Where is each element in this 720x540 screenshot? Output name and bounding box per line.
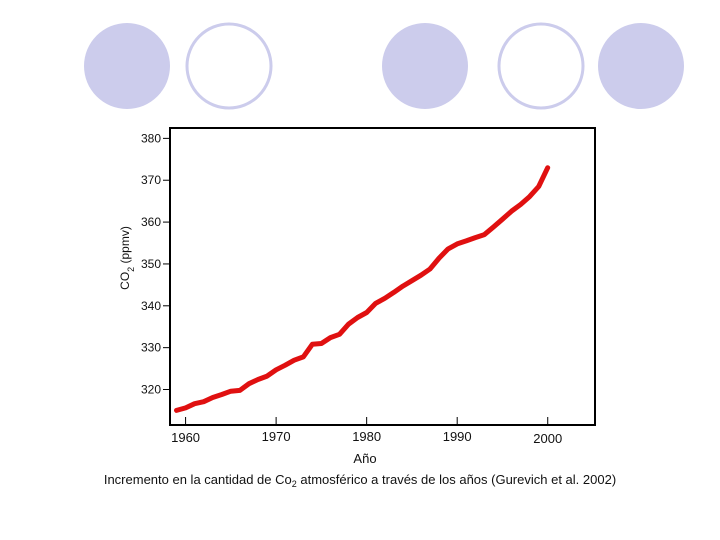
y-tick-label: 320 [141, 383, 161, 397]
co2-series-line [174, 165, 551, 413]
y-tick-label: 350 [141, 257, 161, 271]
y-tick-label: 370 [141, 173, 161, 187]
y-axis: 320 330 340 350 360 370 380 [141, 131, 170, 397]
decorative-circle-filled [382, 23, 468, 109]
x-axis-label: Año [353, 451, 376, 466]
co2-line-chart: 320 330 340 350 360 370 380 1960 1970 1980 1990 20… [118, 127, 596, 466]
decorative-circles [84, 22, 684, 110]
decorative-circle-filled [84, 23, 170, 109]
y-tick-label: 330 [141, 341, 161, 355]
decorative-circle-outline [185, 22, 273, 110]
figure-caption: Incremento en la cantidad de Co2 atmosfé… [0, 472, 720, 489]
y-tick-label: 380 [141, 131, 161, 145]
y-tick-label: 340 [141, 299, 161, 313]
plot-area-frame [169, 127, 596, 426]
x-tick-label: 1990 [443, 429, 472, 444]
caption-suffix: atmosférico a través de los años (Gurevi… [296, 472, 617, 487]
series-lines [174, 165, 551, 413]
x-tick-label: 1970 [262, 429, 291, 444]
y-tick-label: 360 [141, 215, 161, 229]
x-tick-label: 2000 [533, 431, 562, 446]
x-tick-label: 1980 [352, 429, 381, 444]
caption-prefix: Incremento en la cantidad de Co [103, 472, 292, 487]
decorative-circle-filled [598, 23, 684, 109]
x-tick-label: 1960 [171, 430, 200, 445]
decorative-circle-outline [497, 22, 585, 110]
caption-subscript: 2 [291, 479, 297, 489]
y-axis-label: CO2 (ppmv) [118, 226, 136, 290]
x-axis: 1960 1970 1980 1990 2000 [171, 417, 562, 446]
